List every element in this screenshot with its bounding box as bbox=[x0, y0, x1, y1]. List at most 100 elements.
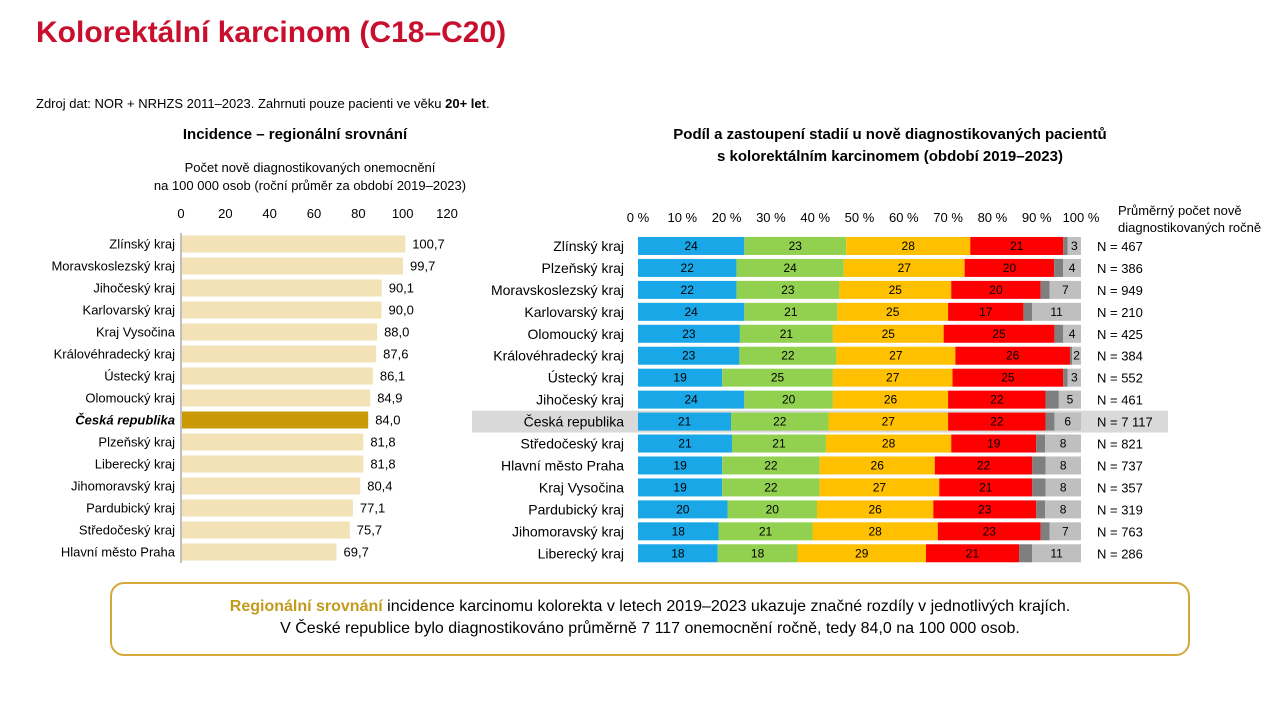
stage-segment bbox=[731, 412, 829, 431]
incidence-x-tick-label: 120 bbox=[436, 206, 458, 221]
incidence-category-label: Královéhradecký kraj bbox=[54, 347, 175, 362]
stage-category-label: Plzeňský kraj bbox=[542, 260, 624, 276]
stage-segment-label: 25 bbox=[992, 327, 1006, 341]
incidence-bar bbox=[182, 521, 350, 539]
source-end: . bbox=[485, 96, 490, 111]
incidence-category-label: Olomoucký kraj bbox=[85, 391, 175, 406]
data-source-note: Zdroj dat: NOR + NRHZS 2011–2023. Zahrnu… bbox=[36, 96, 490, 111]
incidence-bar bbox=[182, 367, 373, 385]
incidence-axis-label-line1: Počet nově diagnostikovaných onemocnění bbox=[184, 160, 436, 175]
stage-category-label: Česká republika bbox=[524, 414, 625, 430]
incidence-bar bbox=[182, 345, 377, 363]
stage-segment-label: 26 bbox=[868, 502, 882, 516]
stage-segment bbox=[952, 368, 1064, 387]
stage-segment-label: 23 bbox=[682, 327, 696, 341]
stage-segment bbox=[1069, 346, 1073, 365]
stage-category-label: Hlavní město Praha bbox=[501, 457, 624, 473]
stage-segment-label: 21 bbox=[780, 327, 794, 341]
stage-segment bbox=[727, 500, 817, 519]
incidence-value-label: 75,7 bbox=[357, 523, 382, 538]
stage-category-label: Liberecký kraj bbox=[538, 545, 624, 561]
incidence-bar bbox=[182, 411, 369, 429]
stage-segment bbox=[1040, 522, 1050, 541]
stage-category-label: Jihomoravský kraj bbox=[512, 523, 624, 539]
stage-segment bbox=[744, 302, 838, 321]
stage-segment-label: 20 bbox=[782, 393, 796, 407]
n-column-header-line1: Průměrný počet nově bbox=[1118, 203, 1242, 218]
stage-segment-label: 6 bbox=[1064, 415, 1071, 429]
stage-segment bbox=[925, 544, 1019, 563]
stage-segment bbox=[1063, 258, 1081, 277]
incidence-bar bbox=[182, 477, 361, 495]
stage-chart-title-line1: Podíl a zastoupení stadií u nově diagnos… bbox=[673, 126, 1107, 143]
stage-segment bbox=[825, 434, 952, 453]
stage-segment bbox=[1072, 346, 1081, 365]
stage-x-tick-label: 20 % bbox=[712, 210, 742, 225]
stage-segment-label: 24 bbox=[684, 305, 698, 319]
stage-segment-label: 20 bbox=[1003, 261, 1017, 275]
stage-segment bbox=[816, 500, 934, 519]
stage-segment bbox=[638, 500, 728, 519]
stage-x-tick-label: 80 % bbox=[978, 210, 1008, 225]
stage-x-tick-label: 40 % bbox=[800, 210, 830, 225]
stage-segment-label: 27 bbox=[898, 261, 912, 275]
summary-highlight: Regionální srovnání bbox=[229, 598, 383, 615]
stage-segment bbox=[744, 236, 847, 255]
stage-segment-label: 4 bbox=[1069, 261, 1076, 275]
stage-segment-label: 23 bbox=[978, 502, 992, 516]
stage-segment-label: 24 bbox=[783, 261, 797, 275]
incidence-value-label: 77,1 bbox=[360, 501, 385, 516]
stage-category-label: Olomoucký kraj bbox=[528, 326, 624, 342]
stage-segment-label: 23 bbox=[682, 349, 696, 363]
incidence-value-label: 88,0 bbox=[384, 325, 409, 340]
stage-segment bbox=[1063, 368, 1068, 387]
incidence-value-label: 99,7 bbox=[410, 259, 435, 274]
stage-segment-label: 25 bbox=[1001, 371, 1015, 385]
stage-n-label: N = 386 bbox=[1097, 261, 1143, 276]
stage-n-label: N = 384 bbox=[1097, 349, 1143, 364]
stage-segment-label: 20 bbox=[989, 283, 1003, 297]
stage-segment bbox=[1023, 302, 1033, 321]
incidence-value-label: 87,6 bbox=[383, 347, 408, 362]
incidence-x-tick-label: 80 bbox=[351, 206, 365, 221]
stage-n-label: N = 821 bbox=[1097, 437, 1143, 452]
incidence-x-tick-label: 20 bbox=[218, 206, 232, 221]
stage-segment bbox=[722, 456, 820, 475]
incidence-category-label: Hlavní město Praha bbox=[61, 545, 176, 560]
stage-segment bbox=[948, 302, 1024, 321]
stage-segment-label: 22 bbox=[764, 458, 778, 472]
stage-segment-label: 23 bbox=[789, 239, 803, 253]
stage-segment bbox=[1045, 434, 1081, 453]
incidence-bar bbox=[182, 499, 353, 517]
stage-segment bbox=[739, 346, 837, 365]
summary-line-2: V České republice bylo diagnostikováno p… bbox=[280, 620, 1020, 637]
stage-n-label: N = 7 117 bbox=[1097, 415, 1153, 430]
stage-segment bbox=[638, 324, 740, 343]
stage-segment-label: 21 bbox=[678, 437, 692, 451]
incidence-category-label: Zlínský kraj bbox=[109, 237, 175, 252]
stage-segment-label: 18 bbox=[751, 546, 765, 560]
stage-segment-label: 21 bbox=[966, 546, 980, 560]
stage-x-tick-label: 60 % bbox=[889, 210, 919, 225]
stage-segment-label: 8 bbox=[1060, 502, 1067, 516]
stage-segment bbox=[832, 368, 953, 387]
incidence-category-label: Středočeský kraj bbox=[79, 523, 175, 538]
stage-segment bbox=[638, 544, 718, 563]
incidence-bar bbox=[182, 433, 364, 451]
stage-segment bbox=[819, 478, 940, 497]
incidence-value-label: 81,8 bbox=[370, 457, 395, 472]
incidence-x-tick-label: 100 bbox=[392, 206, 414, 221]
stage-n-label: N = 552 bbox=[1097, 371, 1143, 386]
stage-n-label: N = 467 bbox=[1097, 239, 1143, 254]
stage-segment bbox=[638, 390, 745, 409]
incidence-category-label: Moravskoslezský kraj bbox=[51, 259, 175, 274]
stage-segment-label: 24 bbox=[684, 239, 698, 253]
stage-segment bbox=[846, 236, 971, 255]
incidence-category-label: Plzeňský kraj bbox=[98, 435, 175, 450]
stage-segment-label: 19 bbox=[673, 458, 687, 472]
stage-segment-label: 8 bbox=[1060, 480, 1067, 494]
stage-segment bbox=[1045, 478, 1081, 497]
stage-n-label: N = 461 bbox=[1097, 393, 1143, 408]
n-column-header-line2: diagnostikovaných ročně bbox=[1118, 220, 1262, 235]
stage-segment-label: 24 bbox=[684, 393, 698, 407]
